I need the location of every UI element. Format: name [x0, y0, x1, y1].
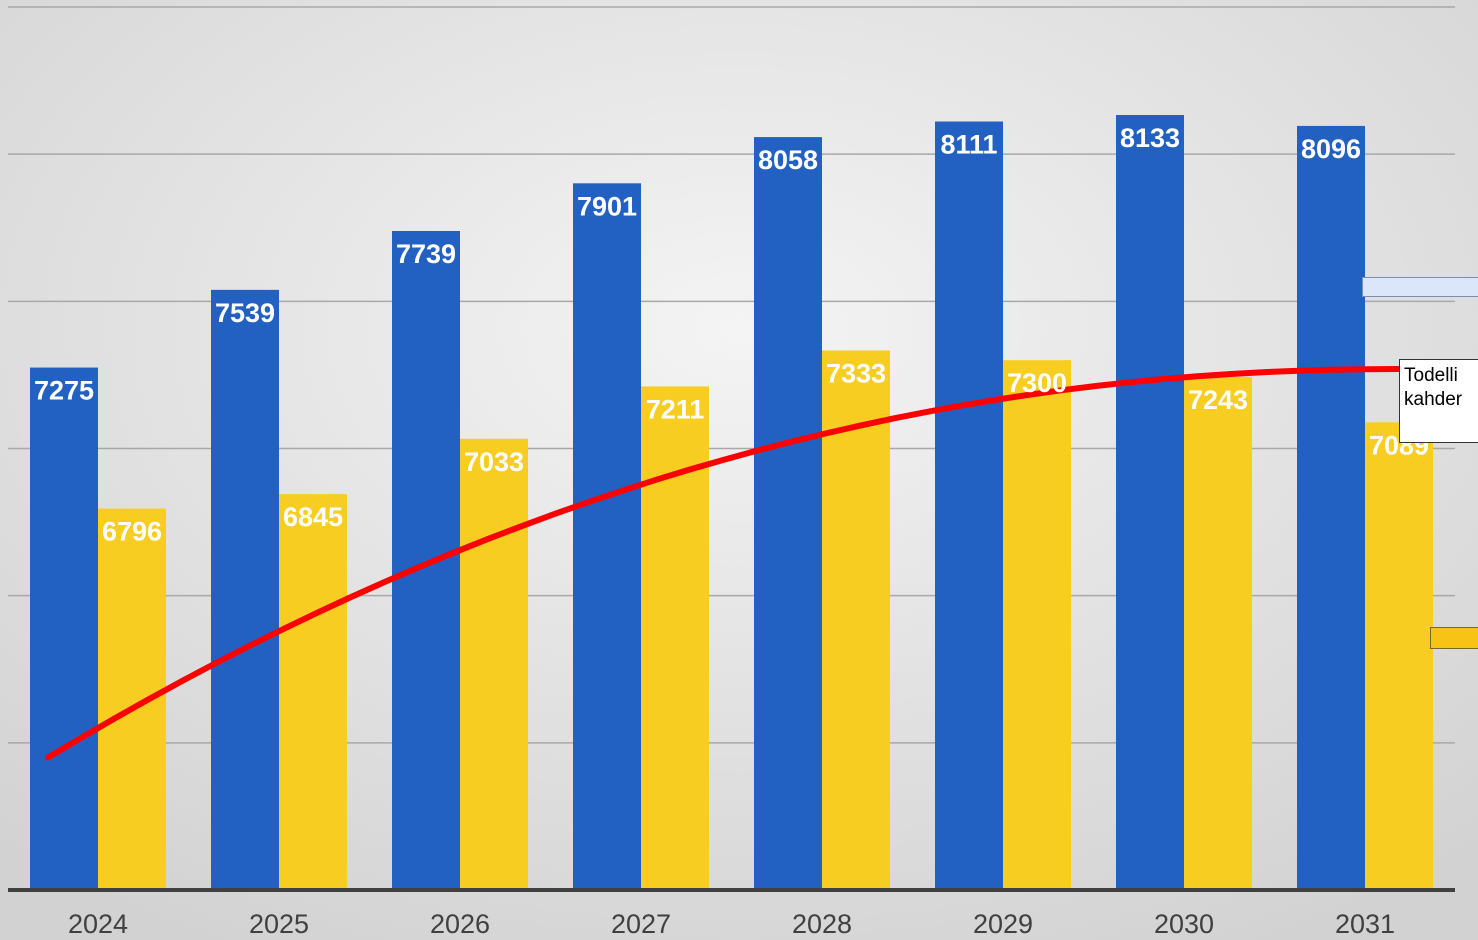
data-label: 6796	[102, 517, 162, 547]
bar-series-1-bar	[1116, 115, 1184, 891]
legend-swatch-yellow	[1430, 627, 1478, 649]
bar-series-1-bar	[392, 230, 460, 890]
legend-swatch-light-blue	[1362, 277, 1478, 297]
bar-series-2-bar	[641, 386, 709, 890]
bar-series-2-bar	[1365, 422, 1433, 890]
x-tick-label: 2028	[792, 909, 852, 939]
data-label: 7275	[34, 376, 94, 406]
data-label: 8111	[940, 129, 997, 159]
trend-line	[45, 366, 1403, 761]
data-label: 6845	[283, 502, 343, 532]
annotation-box: Todelli kahder	[1399, 359, 1478, 443]
bar-series-2-bar	[279, 494, 347, 890]
bar-series-2-bar	[822, 350, 890, 890]
data-label: 7739	[396, 239, 456, 269]
data-label: 7539	[215, 298, 275, 328]
bar-series-1-bar	[573, 183, 641, 890]
x-tick-label: 2030	[1154, 909, 1214, 939]
bar-series-1-bar	[30, 367, 98, 890]
bar-series-1-bar	[754, 137, 822, 890]
bars	[30, 115, 1433, 891]
data-label: 8058	[758, 145, 818, 175]
bar-series-2-bar	[1184, 376, 1252, 890]
data-labels: 7275 6796 7539 6845 7739 7033 7901 7211 8058 7333…	[34, 123, 1429, 547]
x-tick-label: 2031	[1335, 909, 1395, 939]
annotation-line-2: kahder	[1404, 389, 1463, 410]
bar-series-2-bar	[98, 508, 166, 890]
data-label: 7211	[646, 394, 705, 424]
data-label: 7243	[1188, 385, 1248, 415]
x-tick-label: 2026	[430, 909, 490, 939]
x-tick-label: 2025	[249, 909, 309, 939]
bar-series-2-bar	[460, 438, 528, 890]
data-label: 7300	[1007, 368, 1067, 398]
data-label: 8096	[1301, 134, 1361, 164]
data-label: 8133	[1120, 123, 1180, 153]
bar-series-1-bar	[1297, 125, 1365, 891]
data-label: 7901	[577, 191, 637, 221]
bar-series-1-bar	[211, 289, 279, 890]
bar-series-2-bar	[1003, 360, 1071, 890]
annotation-line-1: Todelli	[1404, 365, 1458, 386]
trend-line-group	[45, 366, 1403, 761]
x-tick-label: 2029	[973, 909, 1033, 939]
data-label: 7033	[464, 447, 524, 477]
data-label: 7333	[826, 358, 886, 388]
x-tick-label: 2024	[68, 909, 128, 939]
bar-series-1-bar	[935, 121, 1003, 890]
x-axis: 2024 2025 2026 2027 2028 2029 2030 2031	[8, 888, 1455, 939]
x-tick-label: 2027	[611, 909, 671, 939]
